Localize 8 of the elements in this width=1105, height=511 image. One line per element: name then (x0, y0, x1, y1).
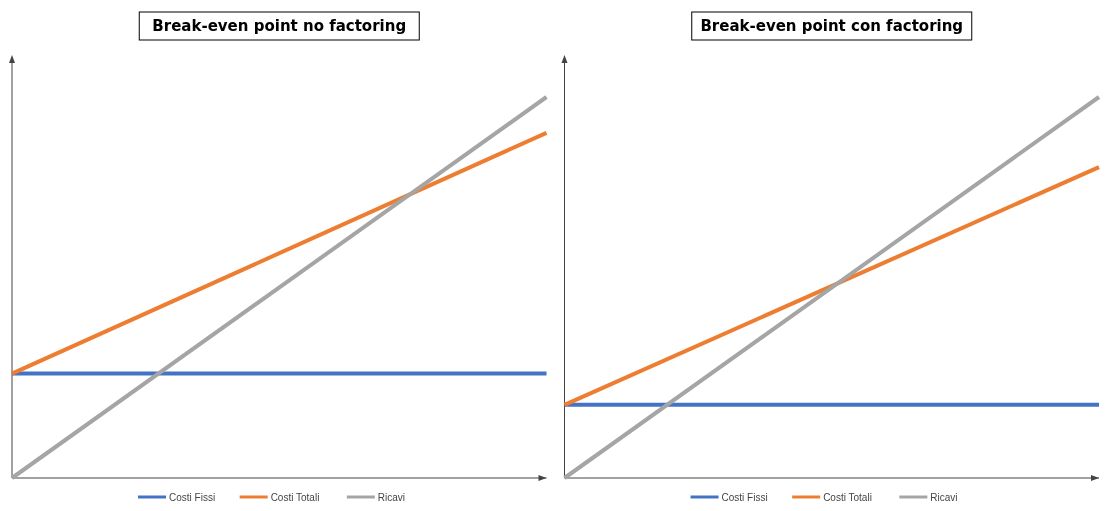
legend-label: Costi Fissi (169, 492, 216, 503)
chart-title: Break-even point con factoring (700, 17, 964, 35)
legend-label: Ricavi (930, 492, 958, 503)
legend-label: Costi Totali (823, 492, 872, 503)
legend-label: Ricavi (377, 492, 406, 503)
legend-label: Costi Totali (270, 492, 320, 503)
legend-label: Costi Fissi (721, 492, 768, 503)
chart-title: Break-even point no factoring (152, 17, 407, 35)
